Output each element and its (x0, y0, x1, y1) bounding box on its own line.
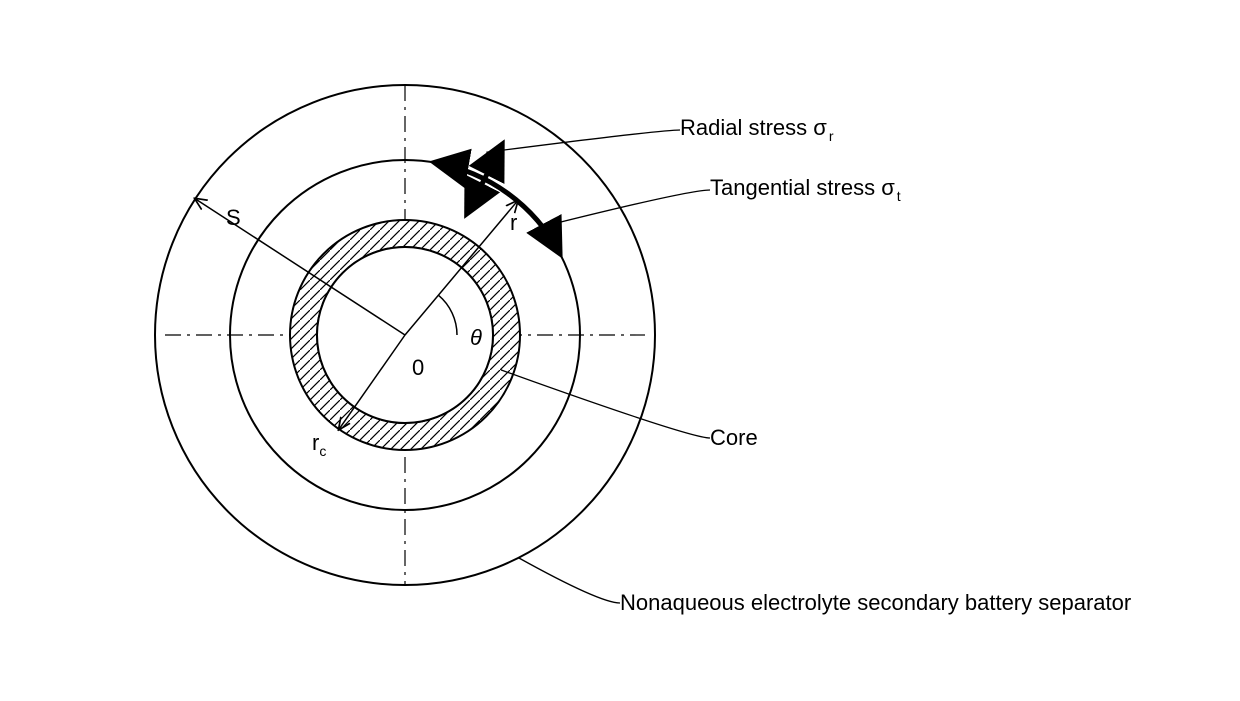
radial-stress-arrow (467, 145, 502, 213)
s-label: S (226, 205, 241, 230)
r-label: r (510, 210, 517, 235)
rc-label: rc (312, 430, 326, 459)
origin-label: 0 (412, 355, 424, 380)
leader-separator (518, 558, 620, 603)
tangential-stress-label: Tangential stress σt (710, 175, 901, 204)
theta-label: θ (470, 325, 482, 350)
leader-radial (486, 130, 680, 152)
leader-core (501, 370, 710, 438)
diagram-root: 0 θ r rc S Radial stress σr Tangential s… (0, 0, 1240, 701)
separator-label: Nonaqueous electrolyte secondary battery… (620, 590, 1131, 615)
radial-stress-label: Radial stress σr (680, 115, 834, 144)
core-label: Core (710, 425, 758, 450)
leader-tangential (560, 190, 710, 222)
